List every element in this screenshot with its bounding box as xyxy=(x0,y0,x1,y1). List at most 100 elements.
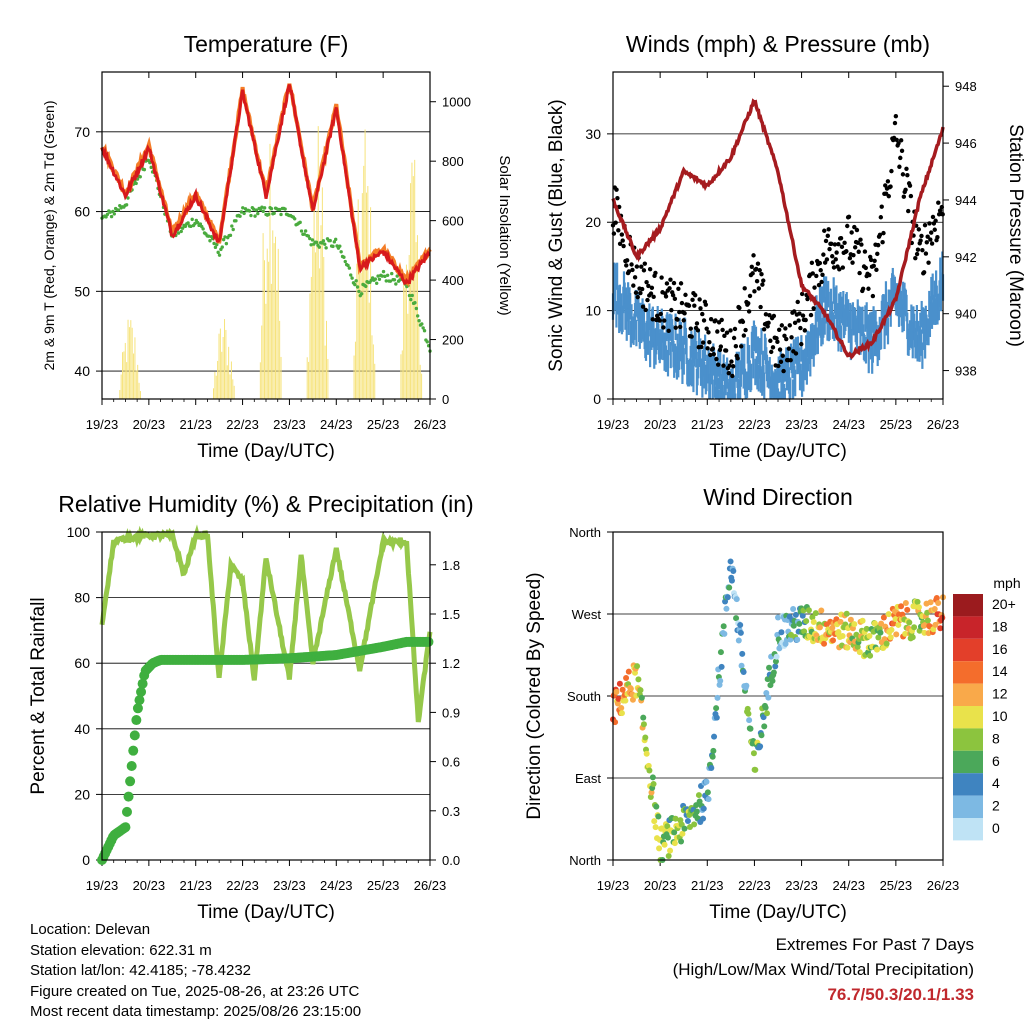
y-right-tick-label: 600 xyxy=(442,214,464,229)
gust-point xyxy=(749,264,754,269)
dewpoint-point xyxy=(116,208,121,212)
gust-point xyxy=(770,345,776,350)
direction-point xyxy=(713,714,720,721)
gust-point xyxy=(907,183,913,188)
dewpoint-point xyxy=(186,221,190,225)
dewpoint-point xyxy=(375,281,379,285)
dewpoint-point xyxy=(238,214,242,218)
direction-point xyxy=(835,629,842,636)
gust-point xyxy=(774,336,779,341)
gust-point xyxy=(792,320,798,326)
gust-point xyxy=(765,324,770,329)
x-tick-label: 20/23 xyxy=(133,417,166,432)
direction-point xyxy=(856,649,863,656)
dewpoint-point xyxy=(395,274,399,278)
gust-point xyxy=(836,242,841,247)
dewpoint-point xyxy=(216,250,220,255)
y-right-tick-label: 1.8 xyxy=(442,558,460,573)
gust-point xyxy=(819,279,824,285)
gust-point xyxy=(803,317,808,323)
y-right-tick-label: 0.9 xyxy=(442,705,460,720)
dewpoint-point xyxy=(398,278,402,282)
direction-point xyxy=(924,617,931,624)
direction-point xyxy=(851,621,858,628)
y-right-tick-label: 200 xyxy=(442,333,464,348)
direction-point xyxy=(770,669,777,676)
direction-point xyxy=(625,668,632,675)
gust-point xyxy=(724,330,730,335)
gust-point xyxy=(616,228,621,233)
gust-point xyxy=(624,258,630,263)
direction-point xyxy=(723,605,730,612)
y-tick-label: 20 xyxy=(585,214,601,230)
gust-point xyxy=(867,272,872,278)
gust-point xyxy=(699,344,704,350)
gust-point xyxy=(737,305,742,311)
x-tick-label: 21/23 xyxy=(691,878,724,893)
gust-point xyxy=(700,340,706,345)
plot-border xyxy=(101,531,431,861)
dewpoint-point xyxy=(239,210,244,214)
gust-point xyxy=(840,265,846,270)
gust-point xyxy=(814,273,819,279)
gust-point xyxy=(826,227,831,232)
gust-point xyxy=(829,241,834,246)
direction-point xyxy=(902,630,909,637)
direction-point xyxy=(717,649,724,656)
gust-point xyxy=(870,293,876,299)
x-tick-label: 25/23 xyxy=(367,417,400,432)
gust-point xyxy=(906,208,911,214)
gust-point xyxy=(798,325,803,331)
colorbar-swatch xyxy=(953,750,983,774)
dewpoint-point xyxy=(179,229,183,234)
dewpoint-point xyxy=(357,289,361,294)
direction-point xyxy=(895,621,902,628)
gust-point xyxy=(673,325,678,330)
direction-point xyxy=(766,664,773,671)
dewpoint-point xyxy=(234,219,238,223)
dewpoint-point xyxy=(350,276,354,280)
gust-point xyxy=(799,291,805,297)
direction-point xyxy=(888,626,895,633)
extremes-box: Extremes For Past 7 Days (High/Low/Max W… xyxy=(673,932,974,1007)
y-tick-label: 80 xyxy=(74,590,90,606)
gust-point xyxy=(862,249,868,254)
dewpoint-point xyxy=(390,271,394,276)
direction-point xyxy=(655,813,662,820)
direction-point xyxy=(661,841,668,848)
direction-point xyxy=(640,721,647,728)
direction-point xyxy=(790,622,797,629)
gust-point xyxy=(661,325,666,330)
direction-point xyxy=(677,817,684,824)
gust-point xyxy=(878,215,884,220)
direction-point xyxy=(821,640,828,647)
gust-point xyxy=(640,304,646,309)
y-right-tick-label: 1.5 xyxy=(442,607,460,622)
gust-point xyxy=(668,277,673,282)
gust-series xyxy=(610,113,945,379)
gust-point xyxy=(715,362,721,367)
dewpoint-point xyxy=(331,244,335,249)
dewpoint-point xyxy=(334,237,338,242)
gust-point xyxy=(930,214,936,220)
y-right-tick-label: 946 xyxy=(955,136,977,151)
direction-point xyxy=(726,584,733,591)
direction-point xyxy=(627,685,634,692)
gust-point xyxy=(634,264,640,269)
dewpoint-point xyxy=(394,282,398,286)
dewpoint-point xyxy=(409,297,413,302)
dewpoint-point xyxy=(283,207,287,211)
direction-point xyxy=(635,676,642,683)
gust-point xyxy=(913,255,918,261)
direction-point xyxy=(703,778,710,785)
gust-point xyxy=(921,270,927,275)
x-tick-label: 23/23 xyxy=(785,878,818,893)
gust-point xyxy=(782,333,787,338)
direction-point xyxy=(711,733,718,740)
gust-point xyxy=(839,244,845,250)
precip-point xyxy=(128,745,139,756)
created-text: Figure created on Tue, 2025-08-26, at 23… xyxy=(30,982,360,1000)
gust-point xyxy=(918,238,923,243)
direction-point xyxy=(642,734,649,741)
gust-point xyxy=(821,252,826,257)
